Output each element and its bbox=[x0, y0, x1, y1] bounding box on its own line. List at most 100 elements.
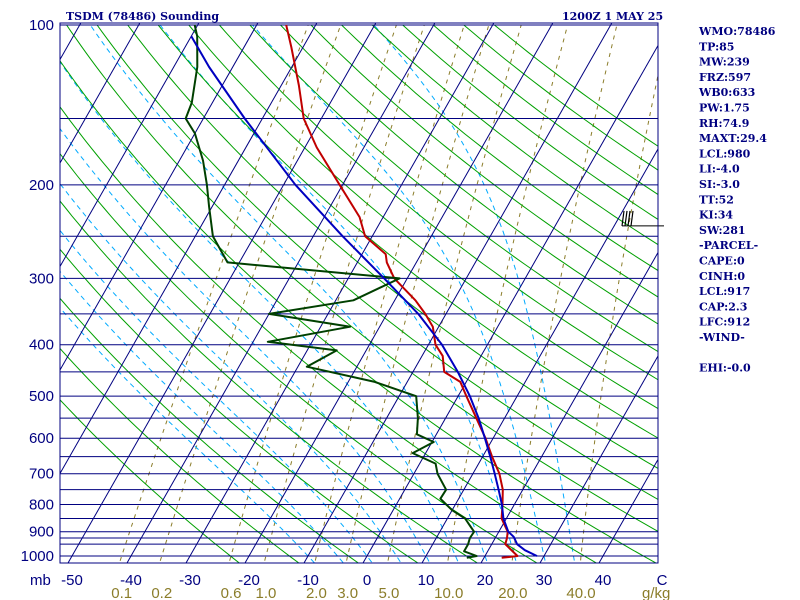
pressure-tick-900: 900 bbox=[29, 524, 54, 541]
index-line: TT:52 bbox=[699, 193, 734, 206]
isotherm--30 bbox=[185, 23, 495, 563]
temperature-tick-30: 30 bbox=[536, 572, 553, 589]
isotherm--110 bbox=[0, 13, 27, 569]
index-line: MAXT:29.4 bbox=[699, 132, 767, 145]
pressure-tick-200: 200 bbox=[29, 177, 54, 194]
isotherm-10 bbox=[421, 147, 658, 563]
index-line: LCL:917 bbox=[699, 285, 750, 298]
pressure-tick-800: 800 bbox=[29, 497, 54, 514]
temperature-tick-20: 20 bbox=[477, 572, 494, 589]
pressure-tick-300: 300 bbox=[29, 270, 54, 287]
pressure-tick-1000: 1000 bbox=[21, 548, 54, 565]
index-line: SW:281 bbox=[699, 224, 746, 237]
temperature-tick-0: 0 bbox=[363, 572, 371, 589]
parcel-profile bbox=[190, 35, 538, 557]
pressure-tick-600: 600 bbox=[29, 430, 54, 447]
temperature-tick--40: -40 bbox=[120, 572, 142, 589]
isotherms bbox=[0, 13, 658, 569]
index-line: RH:74.9 bbox=[699, 117, 749, 130]
dry-adiabat-290 bbox=[60, 200, 479, 563]
dry-adiabat-270 bbox=[60, 297, 360, 563]
dry-adiabats bbox=[60, 24, 658, 563]
dry-adiabat-470 bbox=[494, 24, 658, 147]
temperature-tick--50: -50 bbox=[61, 572, 83, 589]
temperature-tick--30: -30 bbox=[179, 572, 201, 589]
dry-adiabat-440 bbox=[402, 24, 658, 220]
moist-adiabat--10 bbox=[60, 307, 316, 563]
wind-barb-flag bbox=[621, 210, 625, 227]
mixing-ratio-tick-1.0: 1.0 bbox=[256, 585, 277, 600]
index-line: CAP:2.3 bbox=[699, 300, 747, 313]
pressure-tick-700: 700 bbox=[29, 466, 54, 483]
temperature-tick-labels: -50 -40 -30 -20 -10 0 10 20 30 40 C bbox=[61, 572, 667, 589]
isotherm--80 bbox=[60, 23, 200, 268]
pressure-axis-unit: mb bbox=[30, 572, 51, 589]
mixing-ratio-tick-2.0: 2.0 bbox=[306, 585, 327, 600]
dry-adiabat-370 bbox=[188, 24, 658, 410]
profiles bbox=[184, 24, 538, 559]
dry-adiabat-310 bbox=[60, 106, 598, 563]
wind-barbs bbox=[621, 210, 664, 227]
index-line: MW:239 bbox=[699, 56, 750, 69]
mixing-ratio-tick-5.0: 5.0 bbox=[379, 585, 400, 600]
temperature-tick--10: -10 bbox=[297, 572, 319, 589]
wind-barb-flag bbox=[630, 210, 634, 227]
dry-adiabat-260 bbox=[60, 347, 300, 563]
index-line: EHI:-0.0 bbox=[699, 362, 751, 375]
mixing-ratio-tick-10.0: 10.0 bbox=[434, 585, 463, 600]
mixing-ratio-tick-3.0: 3.0 bbox=[337, 585, 358, 600]
temperature-tick-C: C bbox=[657, 572, 668, 589]
temperature-tick--20: -20 bbox=[238, 572, 260, 589]
dry-adiabat-380 bbox=[219, 24, 658, 381]
mixing-ratio-unit: g/kg bbox=[642, 585, 670, 600]
isotherm--90 bbox=[60, 23, 141, 165]
index-line: KI:34 bbox=[699, 209, 733, 222]
dry-adiabat-410 bbox=[310, 24, 658, 298]
indices-panel: WMO:78486 TP:85 MW:239 FRZ:597 WB0:633 PW:1.7… bbox=[698, 25, 776, 375]
temperature-tick-10: 10 bbox=[418, 572, 435, 589]
index-line: WMO:78486 bbox=[698, 25, 776, 38]
plot-frame bbox=[59, 22, 659, 564]
wind-barb-flag bbox=[627, 210, 631, 227]
pressure-tick-400: 400 bbox=[29, 337, 54, 354]
isobars bbox=[60, 24, 658, 557]
isotherm-0 bbox=[362, 44, 658, 563]
index-line: TP:85 bbox=[699, 40, 734, 53]
isotherm-40 bbox=[598, 458, 658, 563]
index-line: -PARCEL- bbox=[699, 239, 758, 252]
index-line: SI:-3.0 bbox=[699, 178, 740, 191]
isotherm--40 bbox=[126, 23, 436, 563]
dewpoint-profile bbox=[184, 24, 478, 559]
mixing-ratio-tick-0.6: 0.6 bbox=[221, 585, 242, 600]
mixing-ratio-tick-0.2: 0.2 bbox=[151, 585, 172, 600]
index-line: CINH:0 bbox=[699, 270, 745, 283]
dry-adiabat-460 bbox=[463, 24, 658, 171]
chart-datetime: 1200Z 1 MAY 25 bbox=[562, 10, 663, 23]
plot-background bbox=[60, 23, 658, 563]
dry-adiabat-280 bbox=[60, 248, 419, 563]
isotherm--10 bbox=[303, 23, 613, 563]
isotherm--20 bbox=[244, 23, 554, 563]
temperature-profile bbox=[285, 24, 519, 559]
index-line: LFC:912 bbox=[699, 316, 750, 329]
mixing-ratio-tick-40.0: 40.0 bbox=[566, 585, 595, 600]
dry-adiabat-330 bbox=[66, 24, 658, 532]
dry-adiabat-320 bbox=[60, 59, 657, 563]
dry-adiabat-420 bbox=[341, 24, 658, 272]
mixing-ratio-tick-labels: 0.1 0.2 0.6 1.0 2.0 3.0 5.0 10.0 20.0 40.0 bbox=[111, 585, 595, 600]
dry-adiabat-250 bbox=[60, 399, 241, 563]
isotherm--70 bbox=[60, 23, 259, 372]
isotherm-30 bbox=[539, 354, 658, 563]
pressure-tick-100: 100 bbox=[29, 17, 54, 34]
index-line: FRZ:597 bbox=[699, 71, 751, 84]
index-line: -WIND- bbox=[699, 331, 745, 344]
dry-adiabat-360 bbox=[157, 24, 658, 439]
dry-adiabat-430 bbox=[371, 24, 658, 246]
chart-title: TSDM (78486) Sounding bbox=[66, 10, 219, 23]
isotherm--60 bbox=[60, 23, 318, 475]
mixing-ratio-tick-0.1: 0.1 bbox=[111, 585, 132, 600]
mixing-ratio-tick-20.0: 20.0 bbox=[498, 585, 527, 600]
index-line: CAPE:0 bbox=[699, 255, 745, 268]
wind-barb-flag bbox=[624, 210, 628, 227]
